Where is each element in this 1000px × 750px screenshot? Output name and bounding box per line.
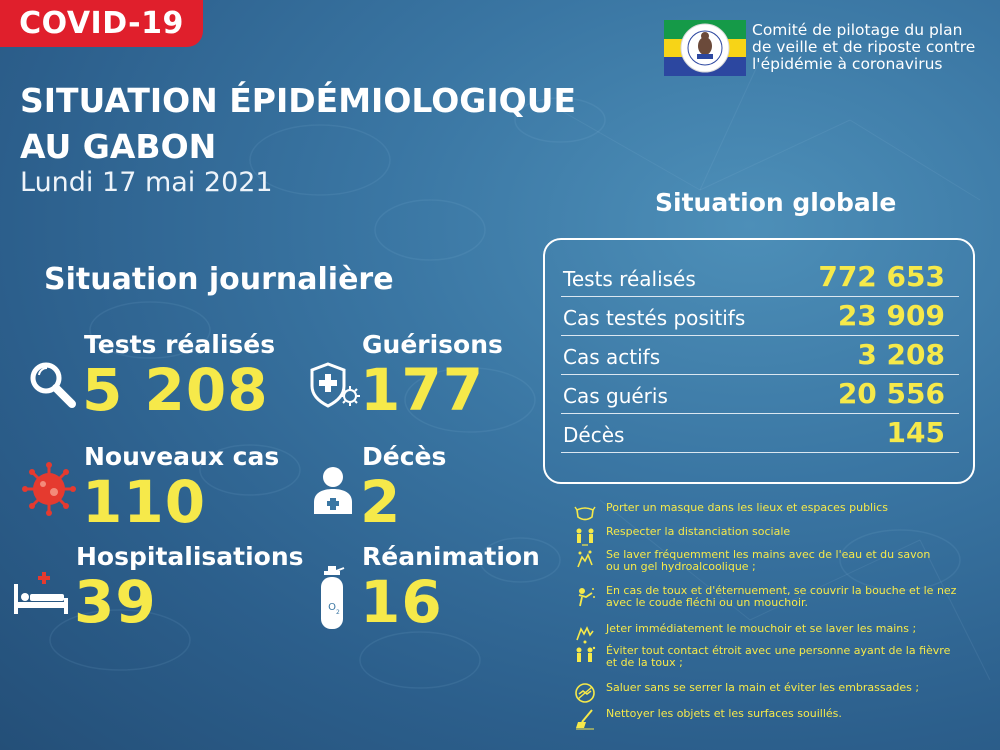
oxygen-tank-icon: O 2: [321, 566, 345, 629]
daily-recoveries-label: Guérisons: [362, 330, 503, 359]
global-label: Cas actifs: [563, 345, 661, 369]
committee-line-3: l'épidémie à coronavirus: [752, 55, 943, 73]
global-value: 772 653: [818, 260, 945, 293]
daily-recoveries-value: 177: [360, 356, 485, 424]
global-label: Décès: [563, 423, 625, 447]
global-label: Cas guéris: [563, 384, 668, 408]
global-row-tests: Tests réalisés 772 653: [561, 258, 959, 297]
committee-line-1: Comité de pilotage du plan: [752, 21, 963, 39]
title-line-2: AU GABON: [20, 127, 217, 166]
daily-tests-value: 5 208: [82, 356, 269, 424]
covid-badge: COVID-19: [0, 0, 203, 47]
global-row-positive: Cas testés positifs 23 909: [561, 297, 959, 336]
daily-icu-label: Réanimation: [362, 542, 540, 571]
global-section-title: Situation globale: [655, 188, 897, 217]
daily-deaths-label: Décès: [362, 442, 447, 471]
advice-text: Éviter tout contact étroit avec une pers…: [606, 644, 951, 669]
advice-text: Jeter immédiatement le mouchoir et se la…: [606, 622, 917, 635]
gabon-emblem-icon: [664, 20, 746, 76]
shield-virus-icon: [310, 362, 360, 408]
global-value: 23 909: [837, 299, 945, 332]
svg-text:O: O: [328, 602, 336, 613]
sneeze-icon: [578, 588, 595, 607]
global-value: 3 208: [857, 338, 945, 371]
daily-tests-label: Tests réalisés: [84, 330, 276, 359]
advice-text: En cas de toux et d'éternuement, se couv…: [606, 584, 957, 609]
magnifier-icon: [30, 362, 76, 408]
mask-icon: [574, 506, 596, 521]
advice-text: Porter un masque dans les lieux et espac…: [606, 501, 888, 514]
cleaning-icon: [576, 709, 594, 730]
global-value: 20 556: [837, 377, 945, 410]
daily-new-cases-label: Nouveaux cas: [84, 442, 280, 471]
daily-deaths-value: 2: [360, 468, 402, 536]
committee-logo-block: Comité de pilotage du plan de veille et …: [664, 20, 994, 76]
virus-icon: [22, 462, 76, 516]
daily-section-title: Situation journalière: [44, 262, 394, 297]
title-line-1: SITUATION ÉPIDÉMIOLOGIQUE: [20, 81, 577, 120]
distancing-icon: [576, 528, 594, 546]
daily-new-cases-value: 110: [82, 468, 207, 536]
no-handshake-icon: [575, 683, 595, 703]
daily-hospitalisations-label: Hospitalisations: [76, 542, 304, 571]
advice-text: Respecter la distanciation sociale: [606, 525, 791, 538]
avoid-contact-icon: [576, 646, 596, 662]
global-label: Cas testés positifs: [563, 306, 746, 330]
advice-text: Saluer sans se serrer la main et éviter …: [606, 681, 920, 694]
global-row-recovered: Cas guéris 20 556: [561, 375, 959, 414]
daily-hospitalisations-value: 39: [74, 568, 157, 636]
global-label: Tests réalisés: [563, 267, 696, 291]
global-row-deaths: Décès 145: [561, 414, 959, 453]
daily-icu-value: 16: [360, 568, 443, 636]
handwash-icon: [577, 550, 593, 568]
advice-text: Nettoyer les objets et les surfaces soui…: [606, 707, 842, 720]
global-row-active: Cas actifs 3 208: [561, 336, 959, 375]
tissue-icon: [576, 626, 594, 644]
advice-text: Se laver fréquemment les mains avec de l…: [606, 548, 931, 573]
page-title: SITUATION ÉPIDÉMIOLOGIQUE AU GABON: [20, 78, 576, 170]
global-value: 145: [886, 416, 945, 449]
report-date: Lundi 17 mai 2021: [20, 167, 273, 198]
person-icon: [314, 467, 352, 514]
hospital-bed-icon: [14, 572, 68, 614]
svg-text:2: 2: [336, 609, 340, 616]
committee-line-2: de veille et de riposte contre: [752, 38, 976, 56]
global-stats-box: Tests réalisés 772 653 Cas testés positi…: [543, 238, 975, 484]
